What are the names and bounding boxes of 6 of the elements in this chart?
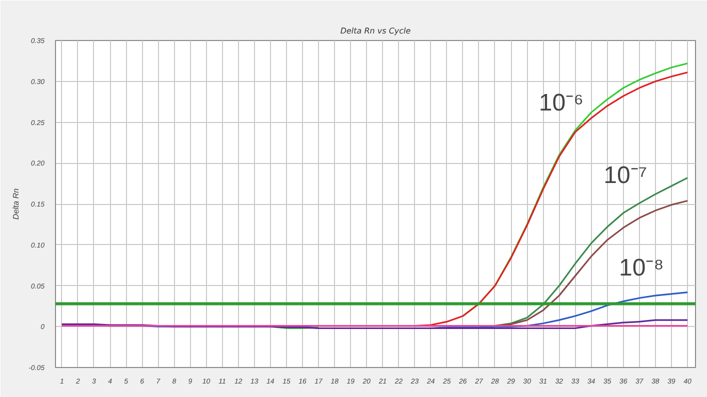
chart-title: Delta Rn vs Cycle bbox=[340, 26, 411, 36]
annotation: 10⁻⁶ bbox=[538, 89, 584, 116]
y-axis-title: Delta Rn bbox=[12, 188, 21, 220]
annotation: 10⁻⁸ bbox=[618, 254, 664, 282]
line-series bbox=[61, 319, 688, 330]
annotation: 10⁻⁷ bbox=[604, 162, 648, 190]
